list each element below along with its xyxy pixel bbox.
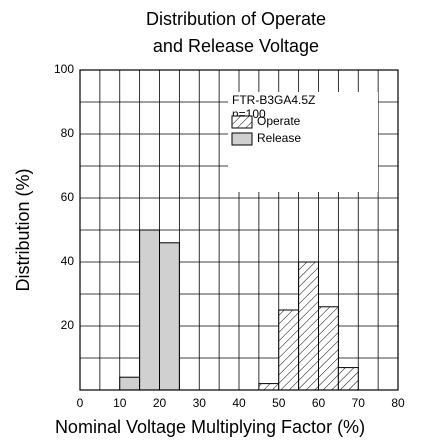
bar [278, 309, 300, 391]
x-tick-label: 70 [352, 396, 366, 410]
plot-frame [79, 69, 399, 391]
x-tick-label: 50 [272, 396, 286, 410]
y-tick-label: 60 [61, 190, 75, 204]
y-tick-label: 20 [61, 318, 75, 332]
annotation: FTR-B3GA4.5Z [232, 93, 315, 107]
legend-box [228, 92, 378, 192]
chart-title: and Release Voltage [153, 36, 319, 56]
bar [337, 367, 359, 391]
bar [139, 229, 160, 391]
chart-title: Distribution of Operate [146, 9, 326, 29]
legend-label: Release [257, 131, 301, 145]
bar [159, 242, 180, 391]
bar [298, 261, 319, 391]
bar [258, 383, 280, 391]
x-tick-label: 30 [193, 396, 207, 410]
x-tick-label: 0 [77, 396, 84, 410]
bar [119, 376, 141, 391]
x-axis-label: Nominal Voltage Multiplying Factor (%) [55, 417, 365, 437]
y-tick-label: 40 [61, 254, 75, 268]
legend-swatch [231, 115, 253, 129]
x-tick-label: 20 [153, 396, 167, 410]
x-tick-label: 10 [113, 396, 127, 410]
bar [318, 306, 339, 391]
x-tick-label: 80 [391, 396, 405, 410]
legend-swatch [231, 132, 253, 146]
y-tick-label: 80 [61, 126, 75, 140]
x-tick-label: 60 [312, 396, 326, 410]
legend-label: Operate [257, 114, 301, 128]
y-axis-label: Distribution (%) [13, 168, 33, 291]
x-tick-label: 40 [232, 396, 246, 410]
y-tick-label: 100 [54, 62, 74, 76]
